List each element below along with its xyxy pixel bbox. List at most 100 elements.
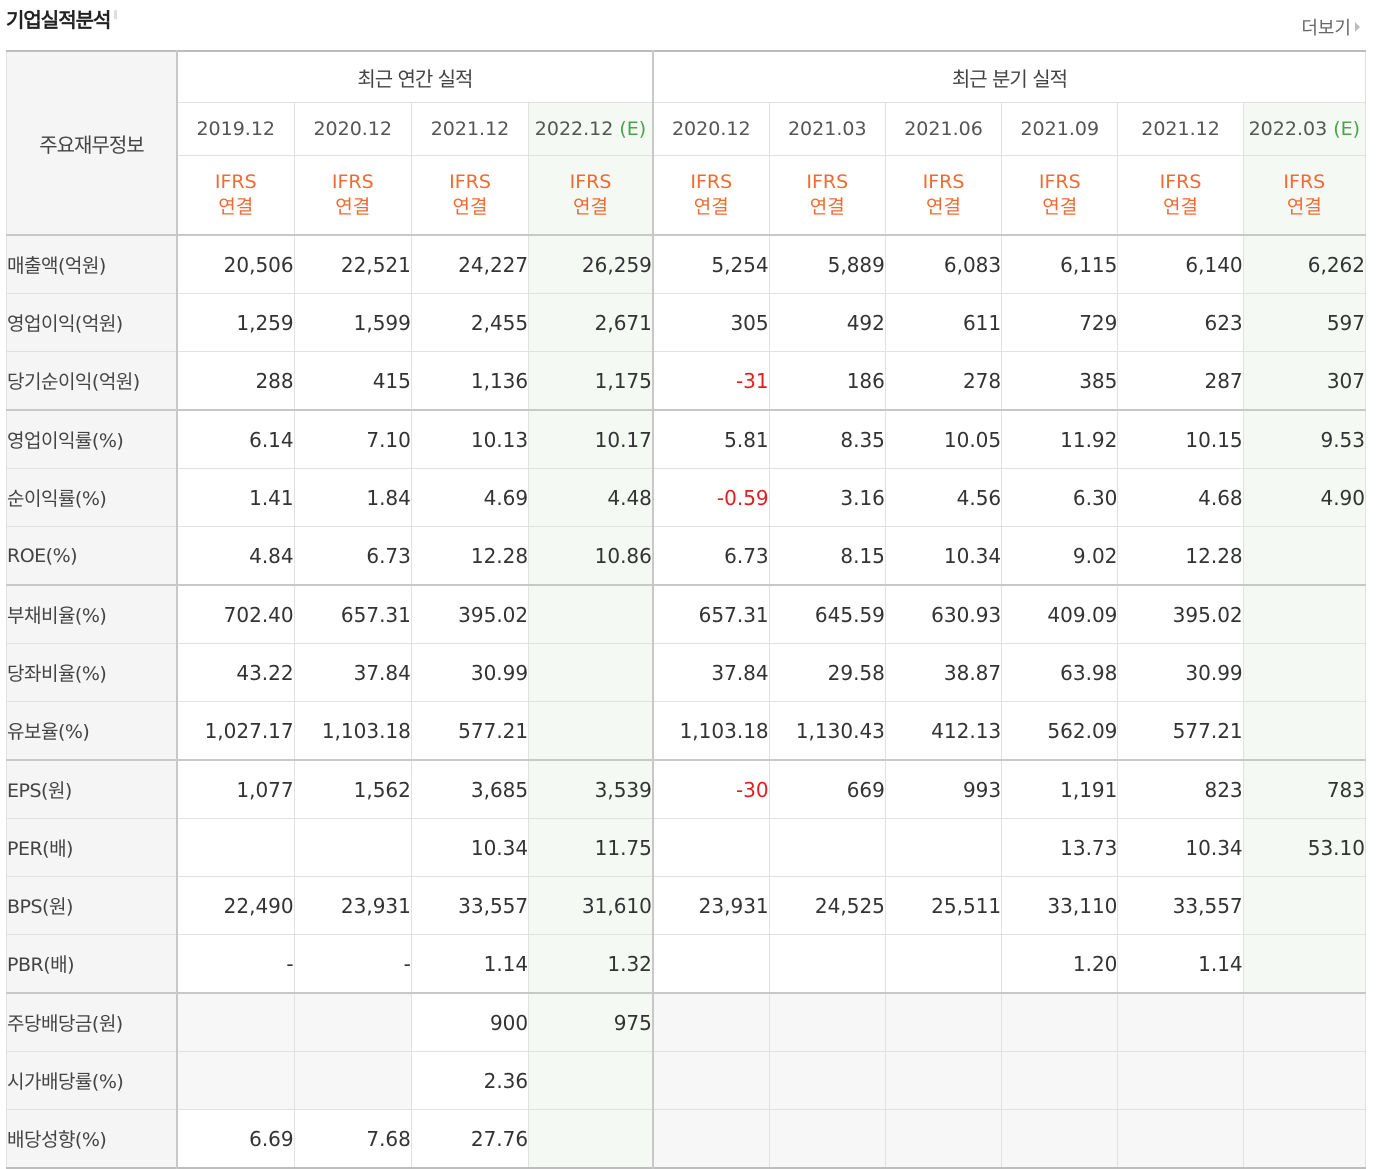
table-cell: 657.31 — [293, 584, 412, 644]
title-divider — [114, 10, 118, 19]
table-cell: 6.14 — [176, 409, 295, 469]
table-cell: 10.86 — [528, 526, 654, 586]
table-cell — [528, 584, 654, 644]
estimate-mark: (E) — [1333, 118, 1361, 140]
table-cell: 4.84 — [176, 526, 295, 586]
table-row: 당좌비율(%) 43.22 37.84 30.99 37.84 29.58 38.87 63.… — [5, 643, 1367, 702]
table-cell: 53.10 — [1242, 818, 1367, 877]
table-cell: 6.69 — [176, 1109, 295, 1169]
table-cell: 10.05 — [884, 409, 1003, 469]
ifrs-label: IFRS — [214, 171, 257, 193]
arrow-right-icon — [1355, 22, 1360, 32]
ifrs-label: IFRS — [806, 171, 849, 193]
table-cell: 33,557 — [410, 876, 530, 935]
table-cell: 415 — [293, 351, 412, 411]
table-cell: 4.68 — [1117, 468, 1244, 527]
table-cell: 12.28 — [1117, 526, 1244, 586]
table-cell: 611 — [884, 293, 1003, 352]
table-cell — [1242, 934, 1367, 994]
more-link-label[interactable]: 더보기 — [1301, 18, 1351, 39]
table-cell — [176, 818, 295, 877]
table-cell: 395.02 — [410, 584, 530, 644]
table-cell: 11.75 — [528, 818, 654, 877]
table-cell — [1242, 1051, 1367, 1110]
table-cell: 6,140 — [1117, 234, 1244, 294]
table-cell: 4.69 — [410, 468, 530, 527]
table-cell: 412.13 — [884, 701, 1003, 761]
table-cell: 33,557 — [1117, 876, 1244, 935]
table-cell — [293, 818, 412, 877]
ifrs-label: IFRS — [690, 171, 733, 193]
table-cell: 8.15 — [768, 526, 886, 586]
table-cell: 6.30 — [1001, 468, 1119, 527]
row-label: ROE(%) — [5, 526, 178, 586]
ifrs-label: IFRS — [922, 171, 965, 193]
table-cell: 1.20 — [1001, 934, 1119, 994]
consolidated-label: 연결 — [1163, 196, 1198, 218]
table-cell: -30 — [652, 759, 770, 819]
table-cell: 33,110 — [1001, 876, 1119, 935]
table-cell: 702.40 — [176, 584, 295, 644]
ifrs-label: IFRS — [1038, 171, 1081, 193]
table-cell: 30.99 — [1117, 643, 1244, 702]
section-title: 기업실적분석 — [6, 4, 118, 33]
table-cell: 5.81 — [652, 409, 770, 469]
ifrs-label: IFRS — [1283, 171, 1326, 193]
row-label: 부채비율(%) — [5, 584, 178, 644]
consolidated-label: 연결 — [926, 196, 961, 218]
table-cell: 1,103.18 — [293, 701, 412, 761]
consolidated-label: 연결 — [809, 196, 845, 218]
table-cell: 37.84 — [652, 643, 770, 702]
ifrs-label: IFRS — [569, 171, 612, 193]
table-row: BPS(원) 22,490 23,931 33,557 31,610 23,931 24,5… — [5, 876, 1367, 935]
table-cell — [1001, 1051, 1119, 1110]
table-cell: 23,931 — [652, 876, 770, 935]
table-row: ROE(%) 4.84 6.73 12.28 10.86 6.73 8.15 10.34 9.0… — [5, 526, 1367, 586]
row-header-label: 주요재무정보 — [5, 50, 178, 236]
table-row: EPS(원) 1,077 1,562 3,685 3,539 -30 669 993 1,191… — [5, 759, 1367, 819]
period-label: 2021.06 — [904, 118, 983, 140]
row-label: 배당성향(%) — [5, 1109, 178, 1169]
more-link[interactable]: 더보기 — [1301, 14, 1360, 40]
table-cell: 6,083 — [884, 234, 1003, 294]
table-row: 시가배당률(%) 2.36 — [5, 1051, 1367, 1110]
table-cell: 43.22 — [176, 643, 295, 702]
consolidated-label: 연결 — [573, 196, 608, 218]
consolidated-label: 연결 — [693, 196, 729, 218]
table-cell: 6,115 — [1001, 234, 1119, 294]
table-cell: 3.16 — [768, 468, 886, 527]
ifrs-label: IFRS — [331, 171, 374, 193]
table-cell — [528, 701, 654, 761]
table-cell: 1,175 — [528, 351, 654, 411]
period-header: 2019.12 — [176, 102, 295, 156]
table-cell — [768, 818, 886, 877]
ifrs-badge: IFRS 연결 — [176, 155, 295, 236]
consolidated-label: 연결 — [218, 196, 254, 218]
period-label: 2019.12 — [196, 118, 276, 140]
table-cell: 38.87 — [884, 643, 1003, 702]
table-cell — [1117, 1109, 1244, 1169]
table-cell: - — [176, 934, 295, 994]
period-label: 2022.12 — [534, 118, 614, 140]
table-cell: 10.13 — [410, 409, 530, 469]
table-row: 매출액(억원) 20,506 22,521 24,227 26,259 5,254 5,88… — [5, 234, 1367, 294]
table-cell: 5,889 — [768, 234, 886, 294]
table-row: 주당배당금(원) 900 975 — [5, 992, 1367, 1052]
period-header: 2021.09 — [1001, 102, 1119, 156]
table-cell: 1.14 — [410, 934, 530, 994]
table-cell — [884, 1051, 1003, 1110]
period-label: 2020.12 — [313, 118, 393, 140]
table-cell: 630.93 — [884, 584, 1003, 644]
table-cell: 10.34 — [1117, 818, 1244, 877]
period-label: 2021.03 — [787, 118, 867, 140]
table-cell — [1242, 584, 1367, 644]
table-cell: 287 — [1117, 351, 1244, 411]
table-cell: 1,259 — [176, 293, 295, 352]
table-row: 배당성향(%) 6.69 7.68 27.76 — [5, 1109, 1367, 1169]
table-cell: 645.59 — [768, 584, 886, 644]
table-cell — [1117, 992, 1244, 1052]
table-cell: 4.90 — [1242, 468, 1367, 527]
table-row: 순이익률(%) 1.41 1.84 4.69 4.48 -0.59 3.16 4.56 6.30… — [5, 468, 1367, 527]
row-label: PER(배) — [5, 818, 178, 877]
row-label: 영업이익률(%) — [5, 409, 178, 469]
